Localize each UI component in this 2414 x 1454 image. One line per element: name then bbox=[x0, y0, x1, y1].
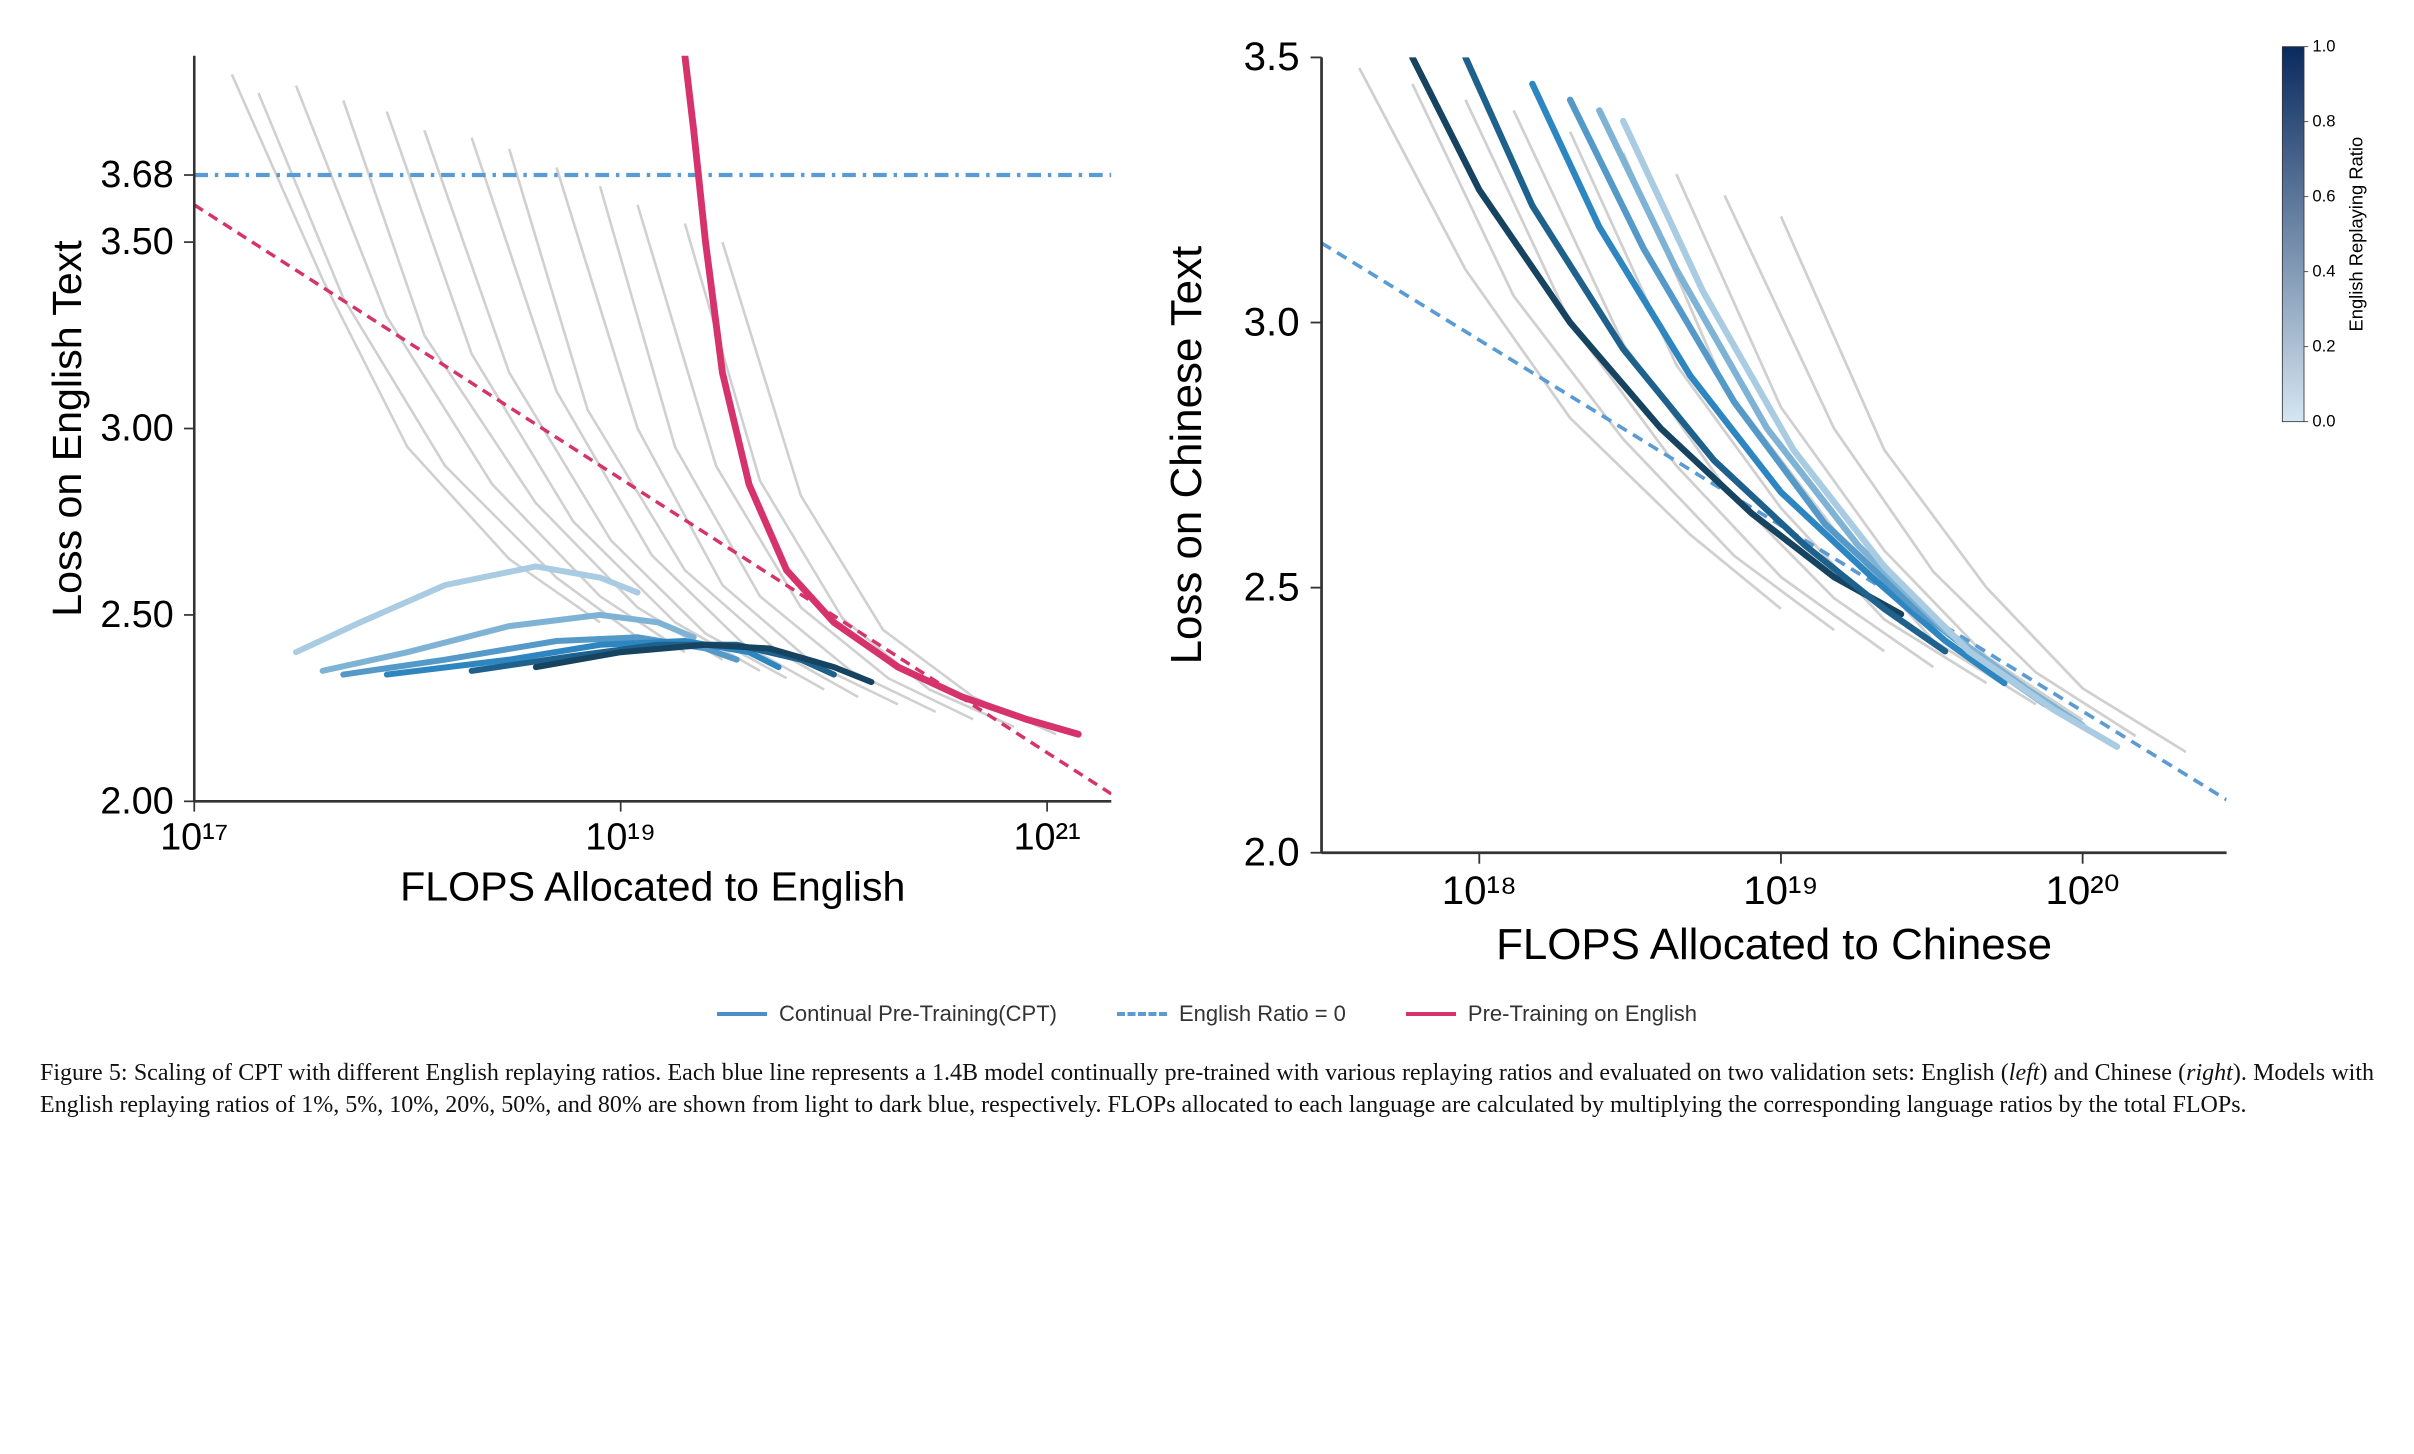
svg-text:0.2: 0.2 bbox=[2312, 337, 2335, 356]
charts-row: 10¹⁷ 10¹⁹ 10²¹ 2.00 2.50 3.00 3.50 3.68 FLOPS Al… bbox=[40, 30, 2374, 981]
svg-text:English Replaying Ratio: English Replaying Ratio bbox=[2345, 137, 2366, 332]
legend-pretrain: Pre-Training on English bbox=[1406, 1001, 1697, 1027]
colorbar-panel: 0.0 0.2 0.4 0.6 0.8 1.0 English Replaying Rati… bbox=[2274, 30, 2374, 981]
chart-english-svg: 10¹⁷ 10¹⁹ 10²¹ 2.00 2.50 3.00 3.50 3.68 FLOPS Al… bbox=[40, 30, 1137, 921]
chart-chinese: 10¹⁸ 10¹⁹ 10²⁰ 2.0 2.5 3.0 3.5 FLOPS Allocated … bbox=[1157, 30, 2254, 981]
caption-right-em: right bbox=[2186, 1060, 2233, 1086]
legend-pretrain-swatch bbox=[1406, 1012, 1456, 1016]
figure-container: 10¹⁷ 10¹⁹ 10²¹ 2.00 2.50 3.00 3.50 3.68 FLOPS Al… bbox=[40, 30, 2374, 1122]
legend-cpt: Continual Pre-Training(CPT) bbox=[717, 1001, 1057, 1027]
chart-english: 10¹⁷ 10¹⁹ 10²¹ 2.00 2.50 3.00 3.50 3.68 FLOPS Al… bbox=[40, 30, 1137, 981]
caption-text-1: Scaling of CPT with different English re… bbox=[128, 1060, 2009, 1086]
svg-text:2.50: 2.50 bbox=[100, 593, 173, 635]
legend-ratio0-label: English Ratio = 0 bbox=[1179, 1001, 1346, 1027]
svg-text:3.5: 3.5 bbox=[1244, 34, 1300, 79]
svg-text:Loss on Chinese Text: Loss on Chinese Text bbox=[1162, 246, 1211, 665]
svg-text:3.68: 3.68 bbox=[100, 153, 173, 195]
legend-ratio0-swatch bbox=[1117, 1012, 1167, 1016]
svg-text:10¹⁷: 10¹⁷ bbox=[160, 815, 228, 857]
svg-text:2.0: 2.0 bbox=[1244, 830, 1300, 875]
svg-text:1.0: 1.0 bbox=[2312, 37, 2335, 56]
legend-row: Continual Pre-Training(CPT) English Rati… bbox=[40, 1001, 2374, 1027]
colorbar-svg: 0.0 0.2 0.4 0.6 0.8 1.0 English Replaying Rati… bbox=[2274, 30, 2374, 463]
chart-chinese-svg: 10¹⁸ 10¹⁹ 10²⁰ 2.0 2.5 3.0 3.5 FLOPS Allocated … bbox=[1157, 30, 2254, 981]
legend-pretrain-label: Pre-Training on English bbox=[1468, 1001, 1697, 1027]
svg-text:10¹⁹: 10¹⁹ bbox=[585, 815, 656, 857]
svg-text:FLOPS Allocated to Chinese: FLOPS Allocated to Chinese bbox=[1496, 920, 2052, 969]
svg-text:3.00: 3.00 bbox=[100, 407, 173, 449]
legend-ratio0: English Ratio = 0 bbox=[1117, 1001, 1346, 1027]
svg-text:10²¹: 10²¹ bbox=[1014, 815, 1081, 857]
svg-text:Loss on English Text: Loss on English Text bbox=[44, 240, 90, 617]
legend-cpt-label: Continual Pre-Training(CPT) bbox=[779, 1001, 1057, 1027]
svg-text:10²⁰: 10²⁰ bbox=[2046, 868, 2120, 913]
svg-text:3.0: 3.0 bbox=[1244, 299, 1300, 344]
svg-text:10¹⁹: 10¹⁹ bbox=[1743, 868, 1818, 913]
svg-text:2.00: 2.00 bbox=[100, 779, 173, 821]
figure-caption: Figure 5: Scaling of CPT with different … bbox=[40, 1057, 2374, 1122]
caption-label: Figure 5: bbox=[40, 1060, 128, 1086]
svg-text:0.0: 0.0 bbox=[2312, 412, 2335, 431]
svg-text:3.50: 3.50 bbox=[100, 220, 173, 262]
svg-text:FLOPS Allocated to English: FLOPS Allocated to English bbox=[400, 864, 905, 910]
caption-text-2: ) and Chinese ( bbox=[2039, 1060, 2186, 1086]
svg-text:0.6: 0.6 bbox=[2312, 187, 2335, 206]
svg-text:0.8: 0.8 bbox=[2312, 112, 2335, 131]
caption-left-em: left bbox=[2009, 1060, 2040, 1086]
legend-cpt-swatch bbox=[717, 1012, 767, 1016]
svg-text:10¹⁸: 10¹⁸ bbox=[1442, 868, 1517, 913]
svg-text:0.4: 0.4 bbox=[2312, 262, 2335, 281]
svg-text:2.5: 2.5 bbox=[1244, 564, 1300, 609]
